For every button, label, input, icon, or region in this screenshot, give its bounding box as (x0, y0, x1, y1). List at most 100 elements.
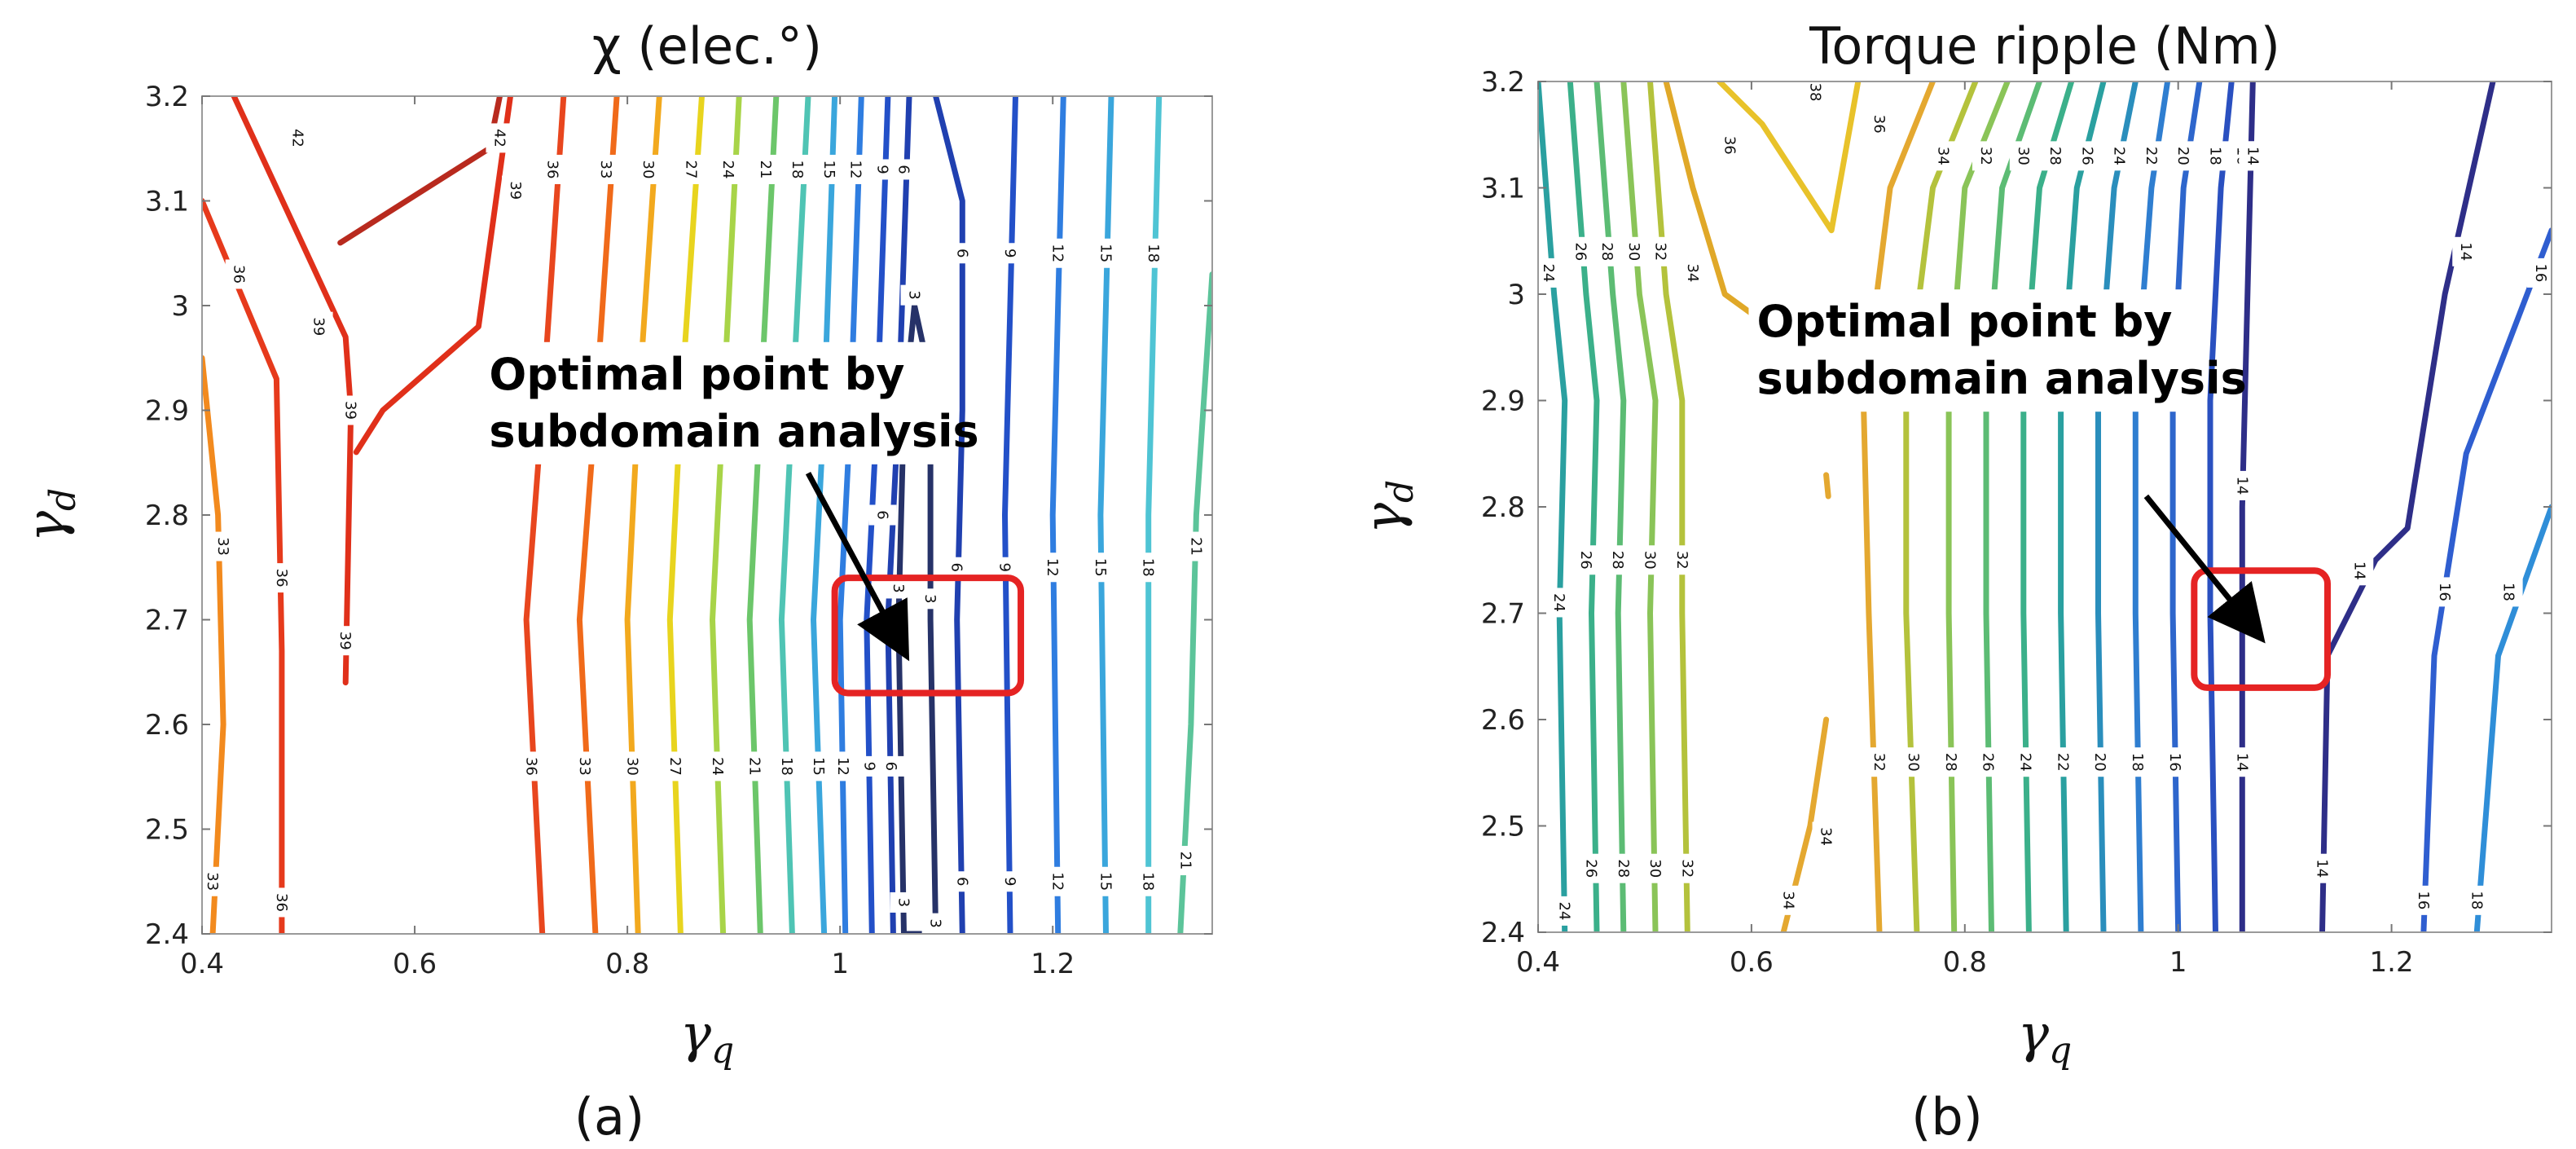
contour-label: 24 (2016, 753, 2033, 772)
contour-line-12 (1049, 96, 1066, 934)
contour-label: 26 (1582, 859, 1599, 878)
optimal-point-box (2191, 567, 2332, 691)
optimal-point-annotation: Optimal point by subdomain analysis (1748, 289, 2332, 691)
contour-label: 12 (1049, 244, 1066, 262)
axis-ticks: 0.4 0.6 0.8 1 1.2 2.4 2.5 2.6 2.7 2.8 2.9 3 3.1 3.2 (145, 81, 1212, 980)
contour-line-28 (1594, 81, 1627, 932)
contour-label-bg (1974, 747, 2002, 777)
contour-label-bg (1577, 853, 1606, 883)
contour-label: 24 (719, 160, 736, 178)
contour-label: 18 (2468, 891, 2485, 909)
contour-label: 26 (1577, 551, 1594, 570)
x-tick-label: 0.6 (1730, 946, 1774, 979)
contour-label-bg (332, 626, 360, 656)
contour-label: 9 (996, 563, 1013, 572)
contour-label-bg (1134, 866, 1163, 896)
contour-label-bg (1620, 236, 1648, 266)
contour-label-bg (741, 751, 769, 781)
contour-label: 9 (1001, 249, 1018, 258)
contour-label-bg (991, 557, 1019, 578)
contour-label-bg (267, 887, 296, 918)
contour-label-bg (1609, 853, 1637, 883)
y-tick-label: 3.2 (1481, 66, 1525, 99)
contour-label-bg (2228, 470, 2257, 500)
contour-label: 36 (1721, 136, 1739, 155)
contour-label: 30 (624, 757, 641, 776)
y-tick-label: 2.4 (145, 918, 189, 951)
y-tick-label: 3.1 (1481, 173, 1525, 205)
contour-label-bg (225, 259, 253, 289)
contour-line-18 (2473, 504, 2552, 932)
contour-label: 36 (1870, 115, 1888, 134)
y-tick-label: 2.4 (1481, 917, 1525, 949)
contour-label: 24 (1540, 263, 1557, 282)
contour-label-bg (1044, 238, 1072, 268)
contour-label-bg (635, 154, 663, 184)
chart-title: Torque ripple (Nm) (1809, 16, 2280, 76)
x-tick-label: 0.4 (1516, 946, 1560, 979)
contour-label: 42 (288, 129, 306, 147)
contour-label-bg (1673, 853, 1702, 883)
contour-label: 27 (682, 160, 699, 178)
contour-label-bg (1044, 866, 1072, 896)
contour-label: 34 (1684, 263, 1701, 282)
contour-label: 36 (544, 160, 561, 178)
contour-label: 3 (890, 583, 907, 592)
contour-label-bg (592, 154, 620, 184)
contour-label: 22 (2143, 147, 2160, 165)
contour-label-bg (772, 751, 801, 781)
contour-label: 39 (507, 181, 524, 200)
contour-label-bg (1716, 130, 1744, 161)
contour-label-bg (751, 154, 780, 184)
contour-label: 32 (1652, 242, 1669, 261)
annotation-bg (1748, 289, 2205, 412)
contour-label-bg (209, 531, 238, 561)
contour-label: 15 (1097, 872, 1114, 891)
optimal-point-annotation: Optimal point by subdomain analysis (481, 341, 1025, 697)
contour-line-15 (1097, 96, 1114, 934)
contour-label: 18 (1140, 558, 1157, 577)
contour-label-bg (2526, 258, 2555, 288)
contour-label-bg (1567, 236, 1595, 266)
contour-label-bg (1604, 545, 1633, 575)
contour-label-bg (1866, 747, 1894, 777)
contour-label-bg (517, 751, 546, 781)
contour-label: 14 (2233, 753, 2250, 772)
contour-label-bg (1642, 853, 1670, 883)
annotation-text: Optimal point by (1756, 296, 2172, 347)
contour-line-9 (1002, 96, 1018, 934)
chart-title: χ (elec.°) (592, 16, 822, 76)
contour-label-bg (1972, 141, 2000, 171)
annotation-text: subdomain analysis (489, 406, 978, 457)
contour-label: 30 (1625, 242, 1642, 261)
plot-area (1538, 81, 2552, 932)
contour-label-bg (502, 175, 530, 205)
contour-label-bg (890, 159, 918, 180)
contour-label: 26 (2078, 147, 2095, 165)
contour-label-bg (2228, 747, 2257, 777)
contour-label: 14 (2313, 859, 2330, 878)
optimal-point-box (831, 574, 1025, 697)
contour-label: 21 (746, 757, 763, 776)
x-tick-label: 0.8 (605, 948, 649, 980)
y-tick-label: 2.9 (145, 395, 189, 428)
contour-label-bg (2169, 141, 2198, 171)
contour-label: 15 (1092, 558, 1109, 577)
contour-label-bg (815, 154, 844, 184)
y-tick-label: 2.8 (145, 500, 189, 532)
contour-label: 20 (2091, 753, 2108, 772)
contour-label-bg (199, 866, 227, 896)
contour-label-bg (842, 154, 870, 184)
y-tick-label: 2.6 (145, 709, 189, 742)
contour-label: 21 (757, 160, 774, 178)
contour-label: 6 (953, 877, 970, 886)
contour-label: 24 (1550, 593, 1567, 612)
contour-label: 21 (1187, 537, 1204, 556)
contour-label-bg (829, 751, 858, 781)
contour-label-bg (1092, 866, 1120, 896)
contour-line-39 (353, 96, 513, 456)
contour-label: 39 (310, 317, 327, 336)
contour-label: 38 (1806, 83, 1823, 102)
contour-label-bg (2049, 747, 2077, 777)
contour-label: 33 (204, 872, 221, 891)
